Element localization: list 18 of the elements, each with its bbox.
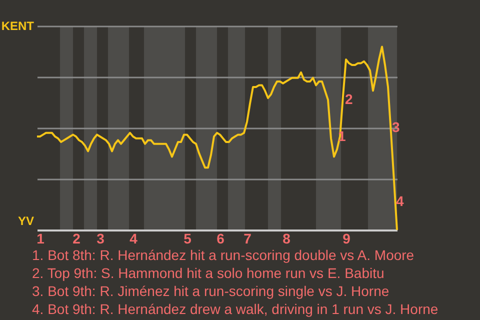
x-tick-label: 6 <box>216 230 225 246</box>
x-tick-label: 7 <box>244 230 252 246</box>
text: 1. Bot 8th: R. Hernández hit a run-scoring double vs A. Moore <box>32 246 416 264</box>
text: 4. Bot 9th: R. Hernández drew a walk, driving in 1 run vs J. Horne <box>32 300 438 318</box>
text: 2. Top 9th: S. Hammond hit a solo home run vs E. Babitu <box>32 264 386 282</box>
x-tick-label: 9 <box>342 230 351 246</box>
x-tick-label: 4 <box>130 230 138 246</box>
x-tick-label: 1 <box>36 230 45 246</box>
x-tick-label: 3 <box>96 230 105 246</box>
annotation: 4 <box>396 193 404 209</box>
annotation: 3 <box>392 119 400 135</box>
text: YV <box>18 214 34 228</box>
annotation: 2 <box>345 91 353 107</box>
x-tick-label: 5 <box>184 230 192 246</box>
text: KENT <box>1 19 35 33</box>
x-tick-label: 2 <box>72 230 81 246</box>
x-tick-label: 8 <box>282 230 291 246</box>
text: 3. Bot 9th: R. Jiménez hit a run-scoring single vs J. Horne <box>32 282 390 300</box>
